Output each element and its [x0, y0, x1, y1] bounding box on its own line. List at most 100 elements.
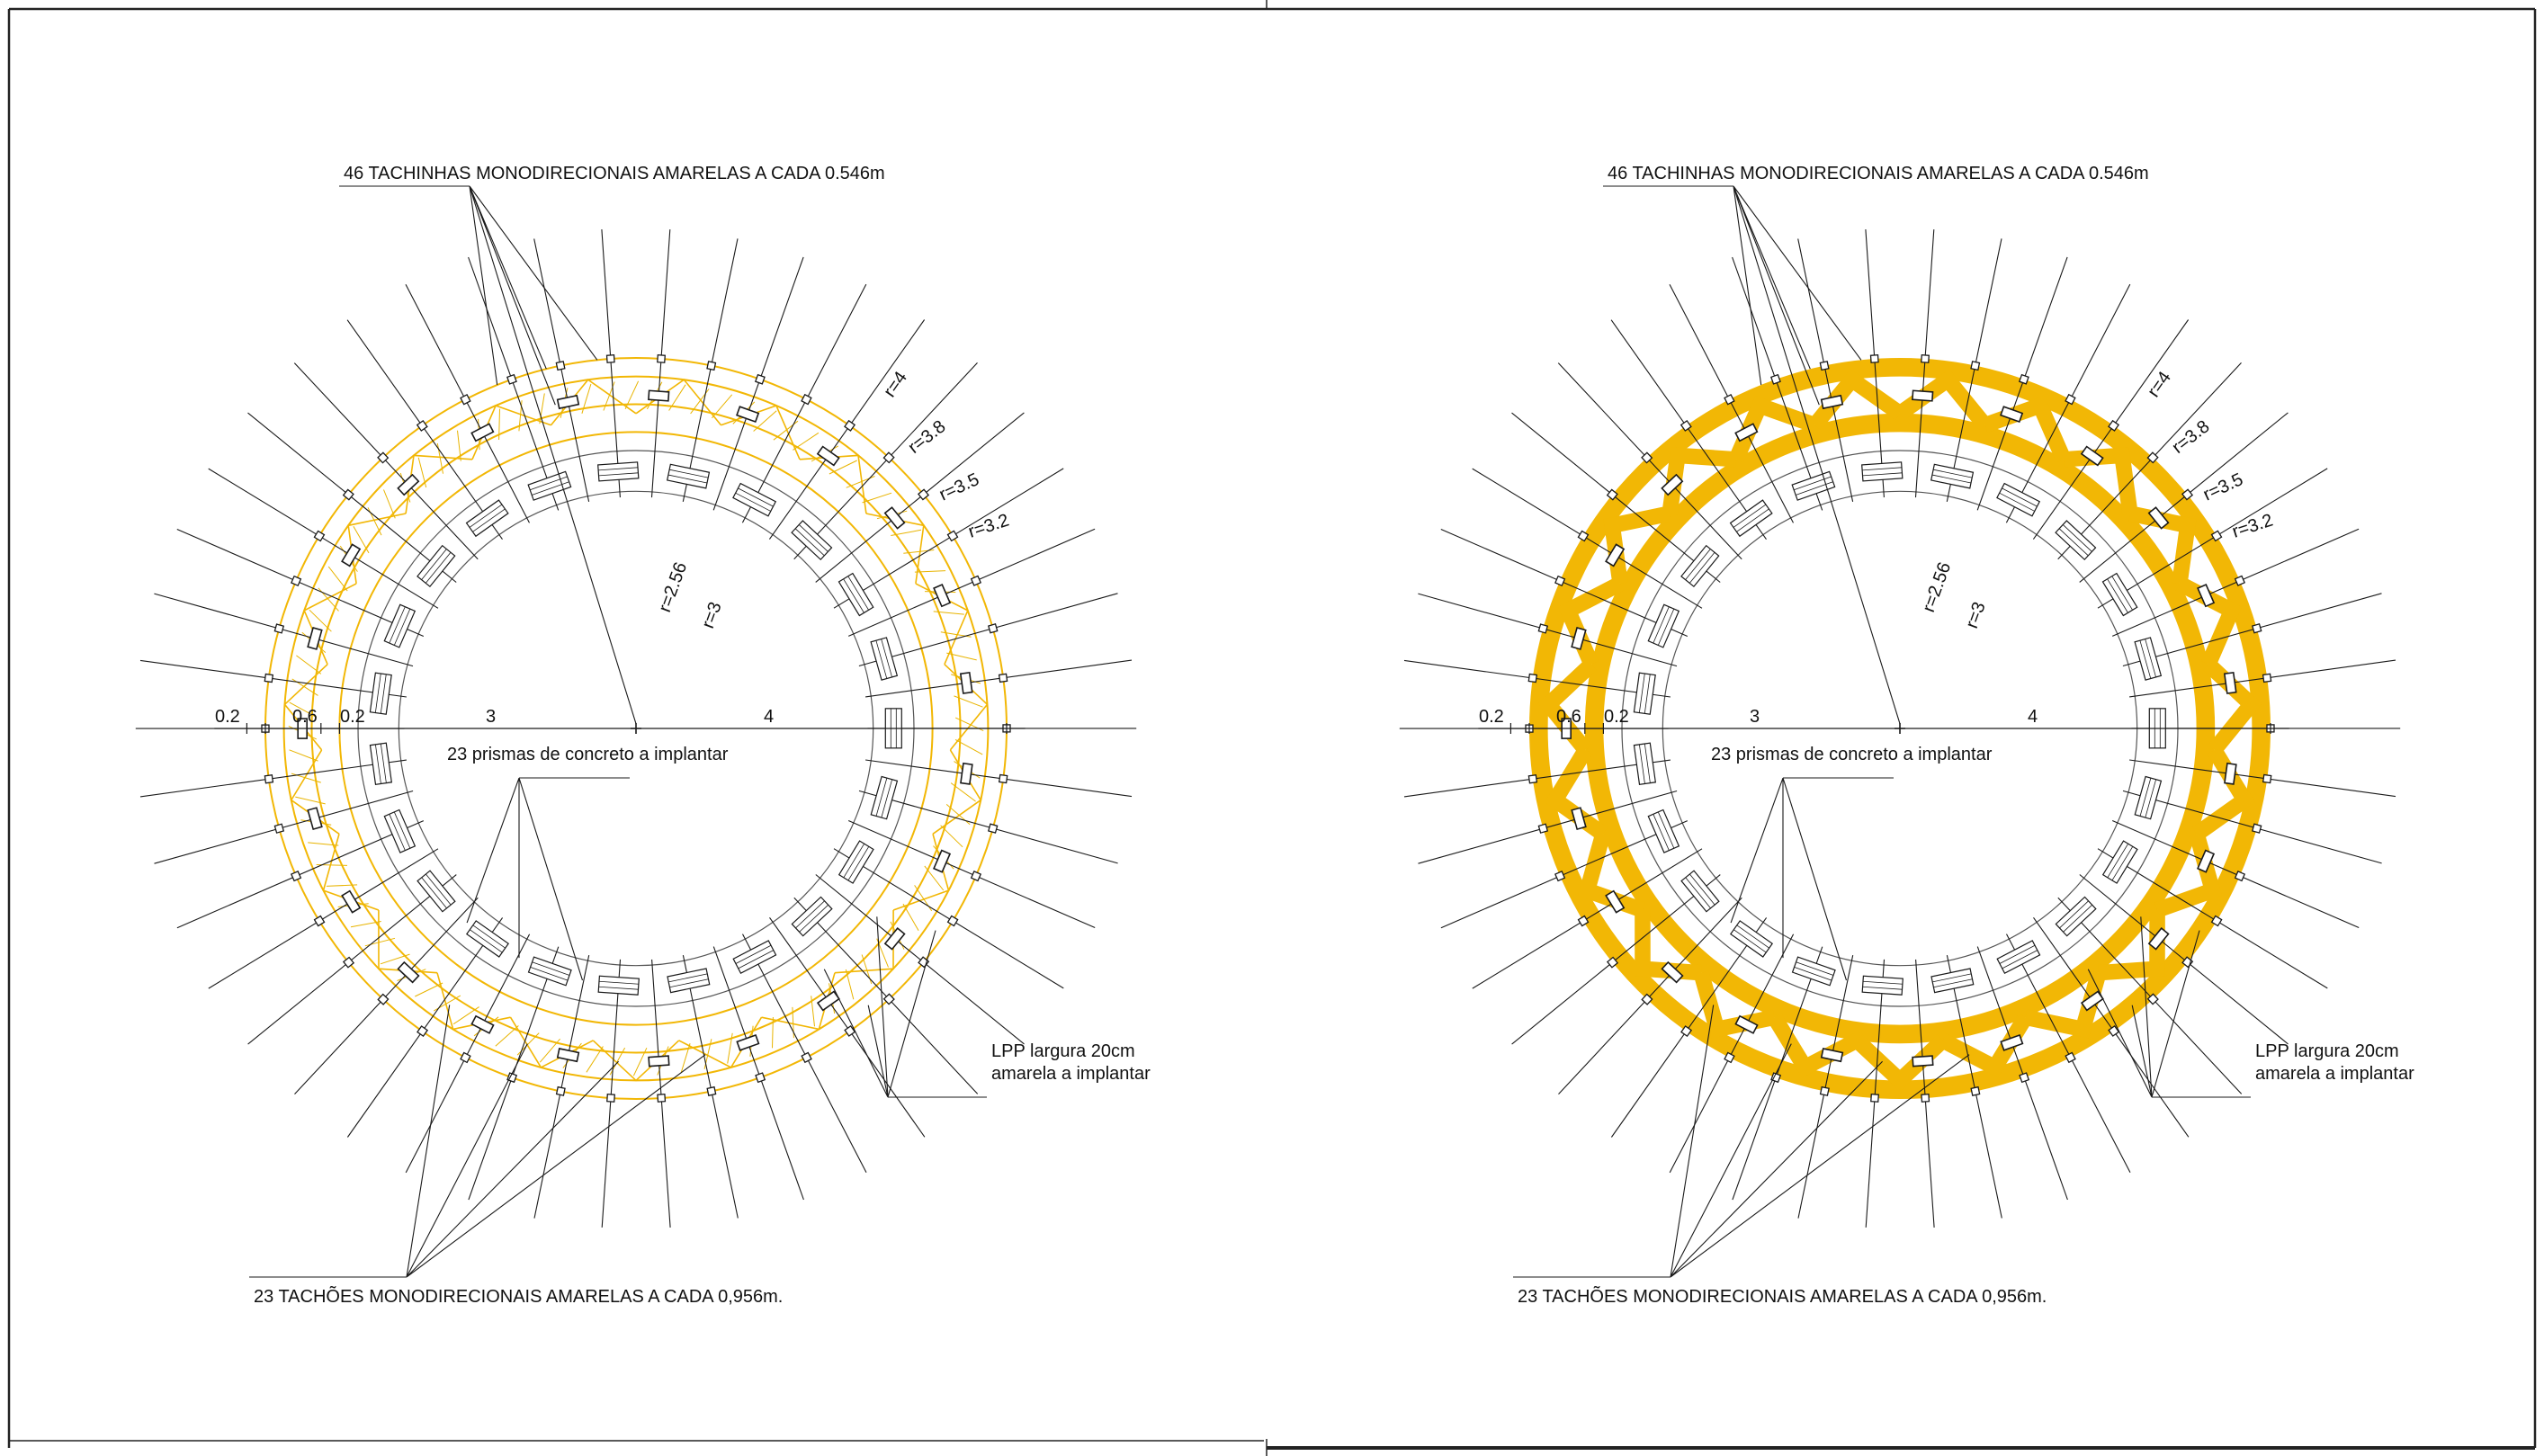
- prisma-lines: [421, 549, 452, 584]
- prisma-outline: [369, 672, 392, 715]
- tachao-marker: [341, 543, 362, 567]
- tachao-marker: [307, 627, 323, 650]
- dim-0-6: 0.6: [1556, 707, 1581, 727]
- prisma-outline: [1861, 461, 1904, 482]
- tachinha-marker: [2251, 823, 2262, 834]
- tachinha-marker: [2108, 1024, 2120, 1037]
- radius-r4: r=4: [2144, 368, 2175, 401]
- tachinha-marker: [555, 361, 566, 371]
- prisma-outline: [465, 499, 509, 538]
- prisma-lines: [1931, 469, 1973, 484]
- leader-tachinhas: [1733, 185, 1901, 724]
- tachao-marker: [816, 990, 840, 1012]
- tachinha-marker: [605, 354, 615, 363]
- prisma-block: [369, 672, 392, 715]
- roundabout-plan-filled: 46 TACHINHAS MONODIRECIONAIS AMARELAS A …: [1399, 164, 2414, 1307]
- tachao-marker: [1661, 473, 1684, 496]
- tachao-marker: [1734, 1014, 1759, 1034]
- prisma-outline: [2134, 775, 2163, 820]
- prisma-lines: [2139, 639, 2156, 679]
- prisma-lines: [843, 843, 870, 881]
- tachinha-marker: [657, 354, 666, 363]
- prisma-outline: [1729, 920, 1773, 958]
- prisma-outline: [1647, 603, 1680, 648]
- tachinha-marker: [2252, 623, 2262, 634]
- tachinha-marker: [998, 773, 1008, 784]
- prisma-outline: [667, 968, 711, 994]
- prisma-lines: [1999, 944, 2038, 969]
- label-lpp-1: LPP largura 20cm: [2255, 1041, 2399, 1061]
- prisma-lines: [598, 980, 639, 990]
- tachao-marker: [2224, 762, 2237, 785]
- tachinha-marker: [2065, 1051, 2076, 1064]
- prisma-lines: [1794, 961, 1834, 981]
- tachinha-marker: [2262, 773, 2272, 784]
- tachinha-marker: [998, 673, 1008, 683]
- dim-0-6: 0.6: [292, 707, 318, 727]
- radius-r2-56: r=2.56: [655, 559, 691, 614]
- tachinha-marker: [1606, 488, 1618, 501]
- prisma-lines: [389, 811, 411, 851]
- tachinha-marker: [1770, 373, 1781, 385]
- prisma-lines: [470, 925, 506, 953]
- tachinha-marker: [917, 488, 930, 501]
- prisma-block: [1647, 603, 1680, 648]
- dim-3: 3: [486, 707, 496, 727]
- prisma-block: [369, 742, 393, 785]
- prisma-outline: [1996, 482, 2041, 517]
- prisma-lines: [1794, 476, 1833, 496]
- tachao-marker: [2000, 1033, 2024, 1051]
- tachinha-marker: [1970, 361, 1981, 371]
- leader-lpp: [823, 916, 936, 1098]
- prisma-lines: [667, 469, 709, 484]
- prisma-outline: [870, 637, 899, 681]
- prisma-outline: [2101, 572, 2138, 617]
- prisma-block: [1633, 672, 1656, 715]
- tachinha-marker: [1577, 915, 1590, 927]
- prisma-block: [732, 940, 777, 974]
- tachinha-marker: [2065, 393, 2076, 406]
- dim-4: 4: [764, 707, 774, 727]
- prisma-block: [1930, 968, 1975, 994]
- prisma-lines: [2139, 777, 2157, 818]
- tachinha-marker: [506, 1072, 518, 1084]
- prisma-lines: [2107, 576, 2133, 613]
- tachinha-marker: [264, 673, 274, 683]
- prisma-lines: [1733, 504, 1769, 532]
- tachao-marker: [2000, 406, 2024, 424]
- prisma-outline: [1791, 956, 1836, 987]
- radius-r2-56: r=2.56: [1919, 559, 1955, 614]
- tachinha-marker: [1537, 823, 1549, 834]
- tachao-marker: [2197, 849, 2216, 873]
- prisma-outline: [465, 920, 509, 958]
- prisma-block: [1930, 463, 1975, 489]
- tachinha-marker: [706, 361, 717, 371]
- tachinha-marker: [1527, 673, 1538, 683]
- prisma-lines: [1862, 467, 1903, 477]
- tachinha-marker: [657, 1094, 667, 1103]
- tachao-marker: [556, 1048, 580, 1063]
- tachinha-marker: [2018, 373, 2029, 385]
- leader-tachinhas: [469, 185, 637, 724]
- prisma-outline: [666, 463, 711, 489]
- leader-prismas: [466, 777, 584, 981]
- prisma-block: [383, 808, 417, 853]
- prisma-lines: [1685, 873, 1715, 909]
- prisma-lines: [374, 743, 387, 784]
- prisma-lines: [1685, 549, 1715, 584]
- prisma-outline: [1729, 499, 1773, 538]
- tachinha-marker: [2181, 488, 2194, 501]
- tachinha-marker: [2262, 673, 2272, 683]
- prisma-block: [383, 603, 417, 648]
- chevron-hatching: [1537, 369, 2262, 1092]
- tachao-marker: [816, 445, 840, 467]
- prisma-block: [870, 775, 899, 820]
- radius-r3-5: r=3.5: [2200, 469, 2246, 505]
- tachinha-marker: [844, 1024, 856, 1037]
- prisma-lines: [374, 673, 387, 714]
- tachinha-marker: [313, 530, 326, 542]
- prisma-outline: [2055, 520, 2097, 561]
- prisma-outline: [2055, 896, 2097, 937]
- ring-geometry: [1399, 185, 2401, 1278]
- prisma-outline: [2134, 637, 2163, 681]
